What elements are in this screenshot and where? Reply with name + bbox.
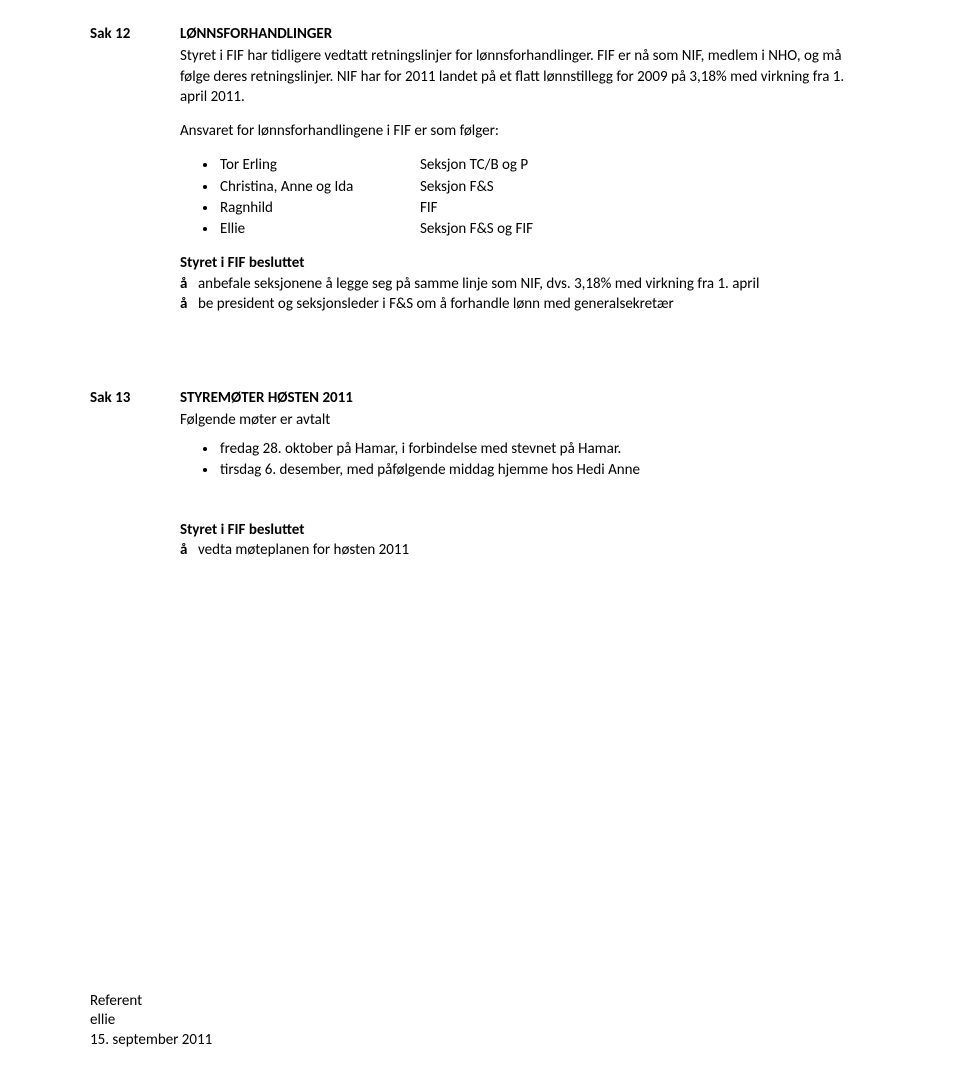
section-spacer: [90, 328, 870, 388]
sak12-besluttet: Styret i FIF besluttet å anbefale seksjo…: [180, 253, 870, 314]
responsible-section: Seksjon F&S: [420, 177, 494, 197]
sak13-title: STYREMØTER HØSTEN 2011: [180, 388, 353, 408]
sak12-intro: Styret i FIF har tidligere vedtatt retni…: [180, 46, 870, 107]
sak13-heading-row: Sak 13 STYREMØTER HØSTEN 2011: [90, 388, 870, 408]
sak12-title: LØNNSFORHANDLINGER: [180, 24, 332, 44]
sak12-responsibles: Tor Erling Seksjon TC/B og P Christina, …: [180, 155, 870, 239]
resolution-text: anbefale seksjonene å legge seg på samme…: [198, 274, 870, 294]
footer-referent: Referent: [90, 992, 212, 1012]
responsible-section: Seksjon F&S og FIF: [420, 219, 533, 239]
meeting-item: tirsdag 6. desember, med påfølgende midd…: [218, 460, 870, 480]
spacer: [90, 494, 870, 520]
resolution-text: be president og seksjonsleder i F&S om å…: [198, 294, 870, 314]
sak13-besluttet: Styret i FIF besluttet å vedta møteplane…: [180, 520, 870, 561]
footer-date: 15. september 2011: [90, 1031, 212, 1051]
sak12-resolutions: å anbefale seksjonene å legge seg på sam…: [180, 274, 870, 315]
a-marker: å: [180, 294, 198, 314]
sak13-label: Sak 13: [90, 388, 180, 408]
responsible-name: Tor Erling: [220, 155, 420, 175]
section-spacer: [90, 575, 870, 633]
footer-name: ellie: [90, 1011, 212, 1031]
responsible-section: FIF: [420, 198, 438, 218]
sak12-label: Sak 12: [90, 24, 180, 44]
responsible-name: Ellie: [220, 219, 420, 239]
resolution-item: å anbefale seksjonene å legge seg på sam…: [180, 274, 870, 294]
responsible-item: Ellie Seksjon F&S og FIF: [218, 219, 870, 239]
sak13-resolutions: å vedta møteplanen for høsten 2011: [180, 540, 870, 560]
resolution-item: å be president og seksjonsleder i F&S om…: [180, 294, 870, 314]
sak13-besluttet-heading: Styret i FIF besluttet: [180, 520, 870, 540]
document-footer: Referent ellie 15. september 2011: [90, 992, 212, 1051]
resolution-item: å vedta møteplanen for høsten 2011: [180, 540, 870, 560]
a-marker: å: [180, 274, 198, 294]
responsible-name: Christina, Anne og Ida: [220, 177, 420, 197]
responsible-section: Seksjon TC/B og P: [420, 155, 528, 175]
a-marker: å: [180, 540, 198, 560]
sak13-meetings: fredag 28. oktober på Hamar, i forbindel…: [180, 439, 870, 481]
sak13-sub: Følgende møter er avtalt: [180, 410, 870, 430]
sak12-besluttet-heading: Styret i FIF besluttet: [180, 253, 870, 273]
responsible-name: Ragnhild: [220, 198, 420, 218]
sak12-heading-row: Sak 12 LØNNSFORHANDLINGER: [90, 24, 870, 44]
document-page: Sak 12 LØNNSFORHANDLINGER Styret i FIF h…: [0, 0, 960, 1082]
meeting-item: fredag 28. oktober på Hamar, i forbindel…: [218, 439, 870, 459]
responsible-item: Tor Erling Seksjon TC/B og P: [218, 155, 870, 175]
sak12-ansvar-intro: Ansvaret for lønnsforhandlingene i FIF e…: [180, 121, 870, 141]
responsible-item: Ragnhild FIF: [218, 198, 870, 218]
responsibles-list: Tor Erling Seksjon TC/B og P Christina, …: [180, 155, 870, 239]
meetings-list: fredag 28. oktober på Hamar, i forbindel…: [180, 439, 870, 481]
resolution-text: vedta møteplanen for høsten 2011: [198, 540, 870, 560]
responsible-item: Christina, Anne og Ida Seksjon F&S: [218, 177, 870, 197]
